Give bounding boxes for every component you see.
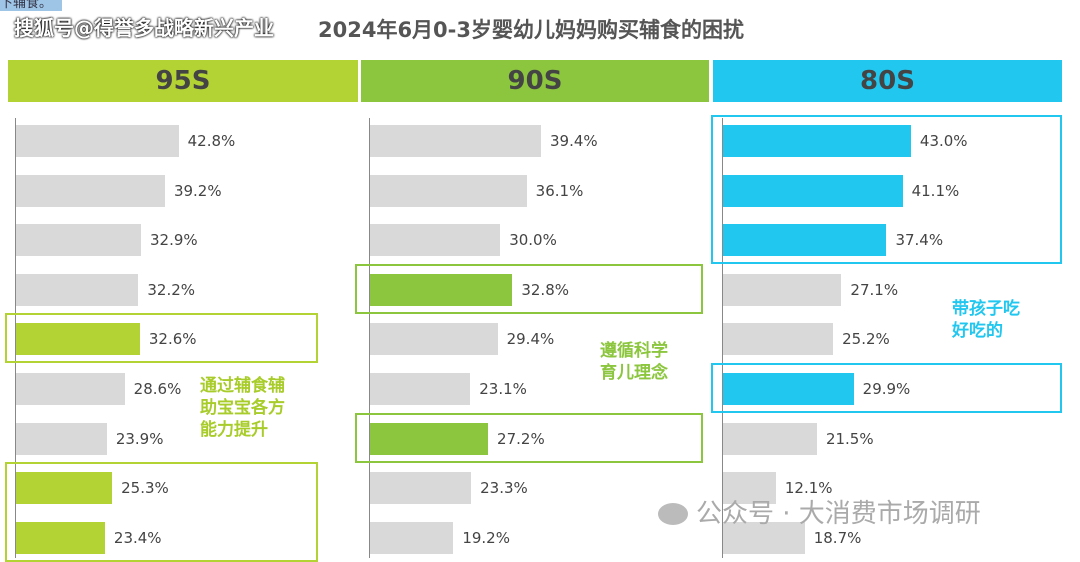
data-label: 43.0%	[919, 132, 968, 150]
watermark-text: 公众号 · 大消费市场调研	[696, 499, 981, 529]
bar	[370, 224, 501, 257]
chart-title: 2024年6月0-3岁婴幼儿妈妈购买辅食的困扰	[318, 18, 744, 42]
bar	[370, 422, 489, 455]
data-label: 21.5%	[825, 429, 874, 448]
data-label: 29.4%	[506, 330, 555, 349]
bar	[370, 521, 454, 554]
bar	[723, 422, 817, 455]
data-label: 28.6%	[133, 380, 182, 398]
bar	[16, 422, 107, 455]
data-label: 41.1%	[911, 181, 960, 200]
data-label: 29.9%	[862, 380, 911, 398]
top-note: 下辅食。	[0, 0, 62, 11]
data-label: 27.1%	[850, 280, 899, 299]
bar	[370, 472, 472, 505]
bar	[370, 323, 498, 356]
data-label: 23.4%	[113, 528, 162, 547]
data-label: 30.0%	[509, 231, 557, 250]
highlight-box	[711, 363, 1062, 413]
watermark-bottom: 公众号 · 大消费市场调研	[658, 500, 981, 528]
bar	[16, 224, 142, 257]
watermark-top: 搜狐号@得誉多战略新兴产业	[14, 16, 274, 40]
annotation-text: 遵循科学	[600, 341, 668, 361]
data-label: 27.2%	[497, 429, 545, 448]
bar	[16, 174, 165, 207]
data-label: 25.2%	[842, 330, 890, 349]
data-label: 23.9%	[115, 429, 164, 448]
data-label: 32.8%	[521, 280, 569, 299]
highlight-box	[355, 412, 703, 463]
annotation-text: 助宝宝各方	[200, 398, 285, 418]
highlight-box	[355, 263, 703, 314]
annotation-text: 通过辅食辅	[200, 376, 285, 396]
data-label: 37.4%	[895, 231, 944, 250]
axis-line	[722, 118, 723, 558]
bar	[723, 323, 834, 356]
bar	[723, 472, 776, 505]
bar	[16, 273, 139, 306]
panel-header-90S: 90S	[361, 60, 709, 102]
bar	[16, 323, 140, 356]
highlight-box	[5, 462, 318, 562]
bar	[723, 174, 903, 207]
data-label: 32.2%	[147, 280, 196, 299]
annotation-text: 好吃的	[952, 321, 1003, 341]
data-label: 39.2%	[173, 181, 222, 200]
data-label: 32.6%	[148, 330, 197, 349]
data-label: 39.4%	[549, 132, 598, 150]
data-label: 36.1%	[535, 181, 584, 200]
axis-line	[369, 118, 370, 558]
data-label: 25.3%	[121, 479, 169, 498]
annotation-text: 带孩子吃	[952, 299, 1020, 319]
data-label: 42.8%	[187, 132, 236, 150]
panel-header-95S: 95S	[8, 60, 358, 102]
data-label: 12.1%	[784, 479, 833, 498]
wechat-icon	[658, 503, 688, 525]
axis-line	[15, 118, 16, 558]
bar	[370, 125, 541, 157]
data-label: 19.2%	[462, 528, 510, 547]
bar	[723, 224, 887, 257]
bar	[723, 373, 854, 405]
highlight-box	[711, 115, 1062, 265]
annotation-text: 育儿理念	[600, 363, 668, 383]
bar	[16, 472, 113, 505]
bar	[723, 273, 842, 306]
data-label: 32.9%	[150, 231, 198, 250]
bar	[16, 373, 125, 405]
bar	[370, 174, 527, 207]
panel-header-80S: 80S	[713, 60, 1062, 102]
bar	[723, 521, 805, 554]
data-label: 23.1%	[479, 380, 527, 398]
annotation-text: 能力提升	[200, 420, 268, 440]
highlight-box	[5, 313, 318, 364]
bar	[370, 373, 471, 405]
bar	[16, 125, 179, 157]
bar	[723, 125, 911, 157]
data-label: 23.3%	[480, 479, 528, 498]
bar	[16, 521, 105, 554]
data-label: 18.7%	[813, 528, 862, 547]
bar	[370, 273, 513, 306]
